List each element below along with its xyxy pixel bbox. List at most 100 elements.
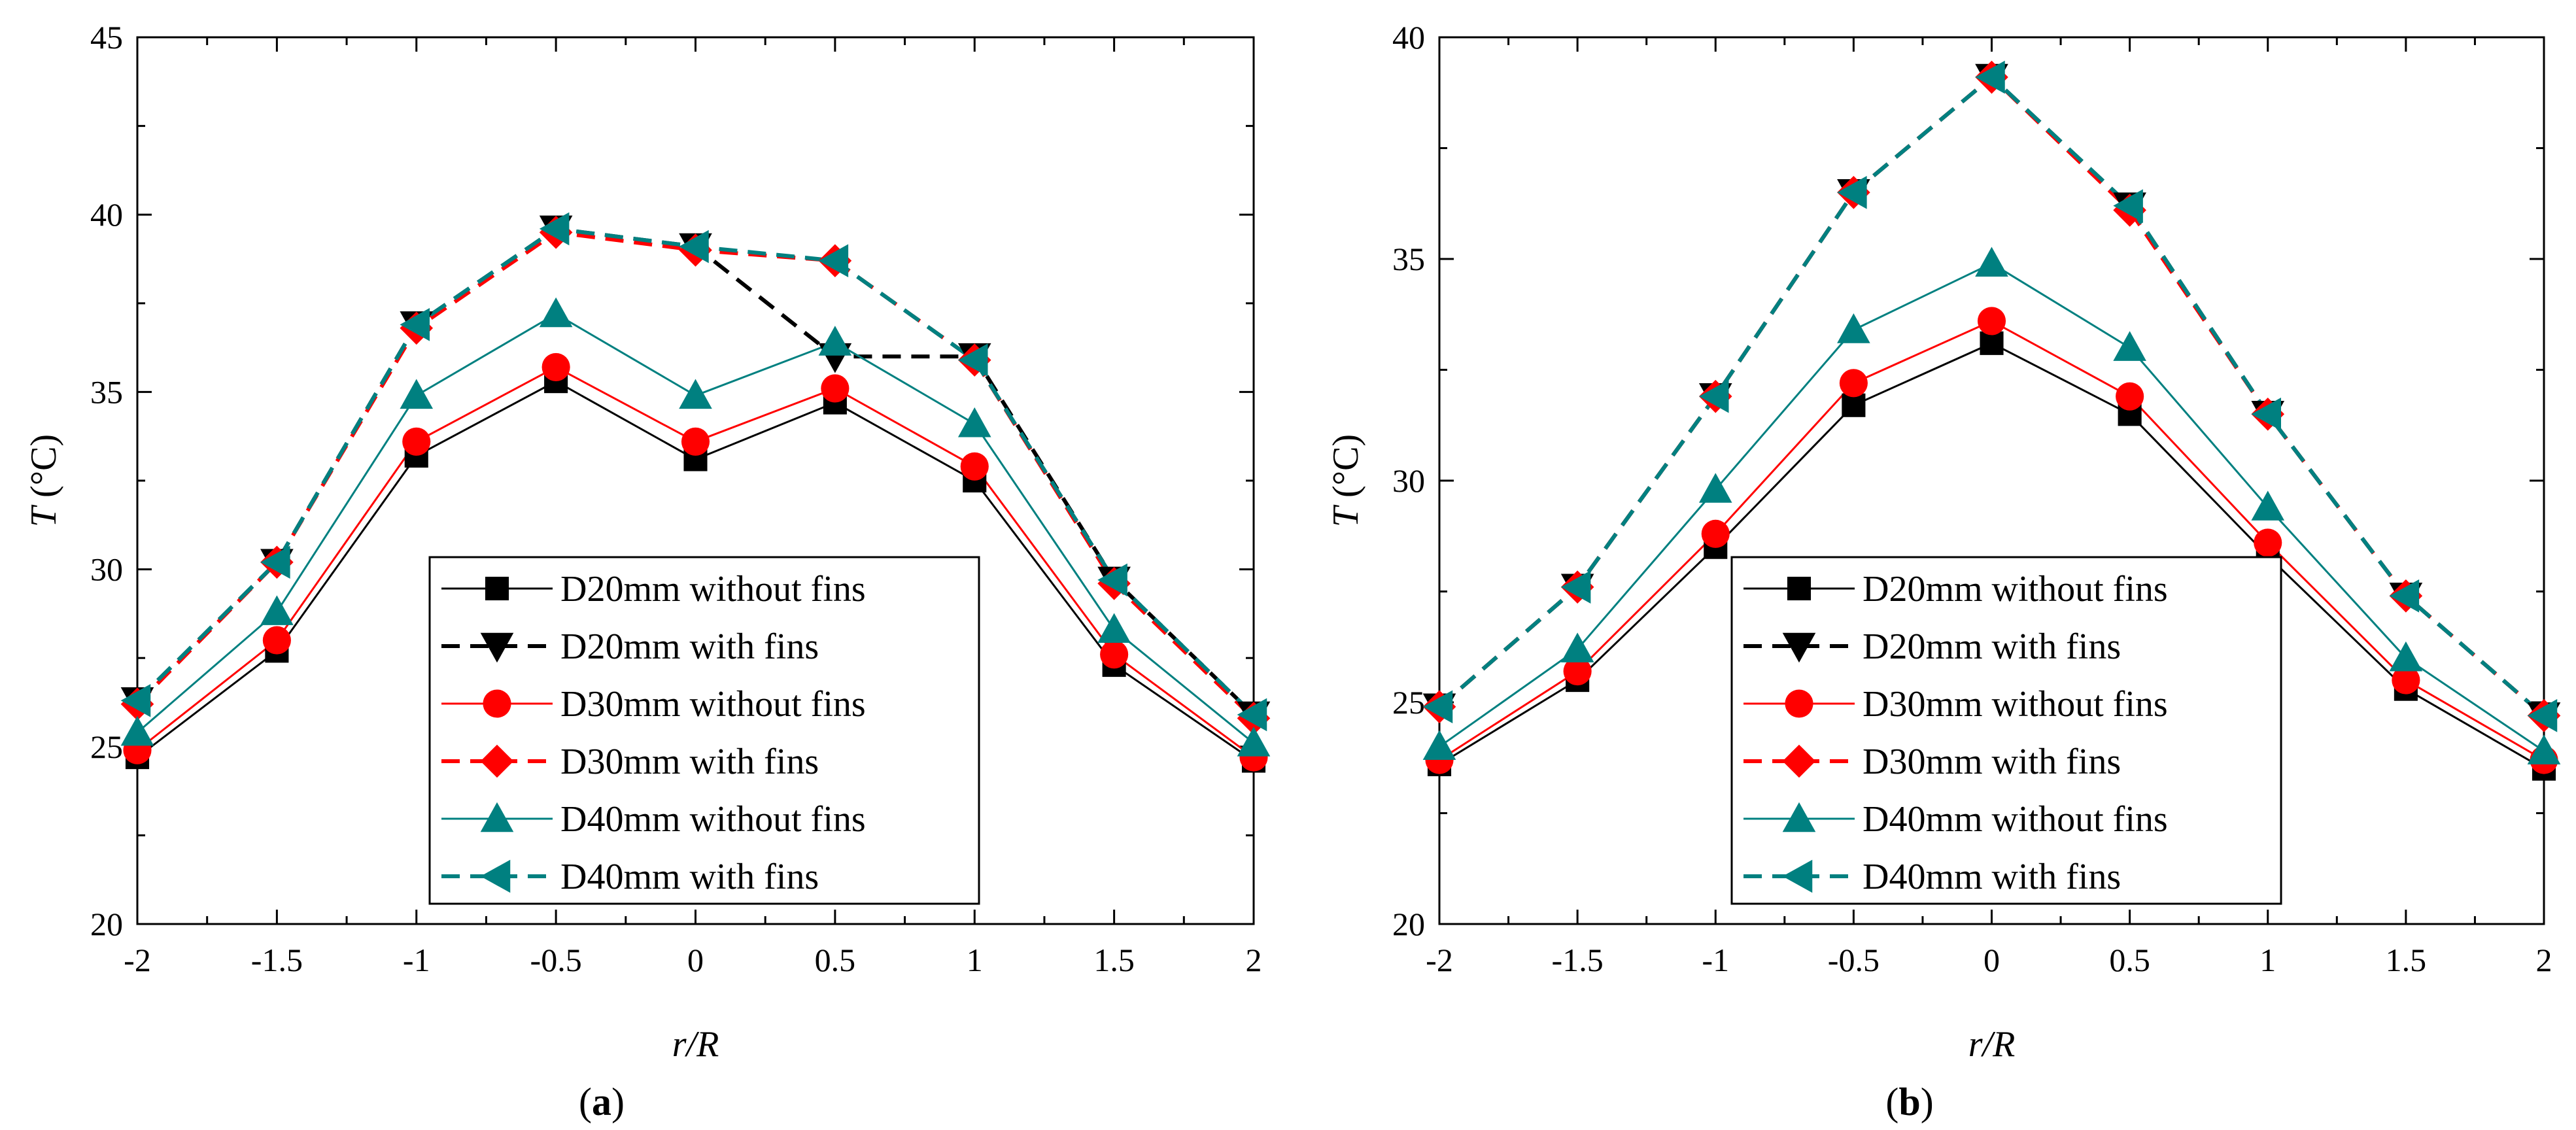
legend-label-0: D20mm without fins <box>1863 569 2168 609</box>
data-point-series-5 <box>679 230 709 264</box>
data-point-series-4 <box>957 407 991 437</box>
x-tick-label: 1.5 <box>2386 942 2427 978</box>
legend-marker-3 <box>480 744 514 778</box>
y-tick-label: 35 <box>1392 241 1425 277</box>
data-point-series-2 <box>2116 382 2144 411</box>
data-point-series-5 <box>539 212 570 246</box>
legend-label-5: D40mm with fins <box>1863 857 2121 897</box>
legend-marker-5 <box>480 859 511 893</box>
data-point-series-4 <box>260 595 294 625</box>
data-point-series-2 <box>821 374 850 403</box>
panel-label-letter: b <box>1898 1080 1920 1123</box>
x-tick-label: 1 <box>967 942 983 978</box>
x-axis-title: r/R <box>1968 1024 2016 1065</box>
x-tick-label: 1.5 <box>1093 942 1135 978</box>
chart-panel-b: -2 -1.5 -1 -0.5 0 0.5 1 1.5 2 20 25 30 35 40 r/R T (°C)… <box>1326 19 2561 1123</box>
x-tick-label: -0.5 <box>1828 942 1880 978</box>
data-point-series-5 <box>2113 189 2143 222</box>
data-point-series-5 <box>818 244 849 278</box>
y-axis-title: T (°C) <box>1326 434 1366 527</box>
y-tick-label: 30 <box>90 551 123 588</box>
data-point-series-4 <box>1698 473 1732 503</box>
y-tick-label: 35 <box>90 373 123 410</box>
data-point-series-2 <box>681 427 710 456</box>
x-tick-label: -1 <box>403 942 430 978</box>
data-point-series-5 <box>400 308 430 341</box>
data-point-series-4 <box>539 297 573 328</box>
legend-marker-3 <box>1782 744 1816 778</box>
legend-label-4: D40mm without fins <box>560 799 866 840</box>
x-tick-label: -1.5 <box>251 942 303 978</box>
panel-label: (b) <box>1885 1080 1933 1123</box>
data-point-series-2 <box>1100 640 1129 669</box>
legend-marker-0 <box>1787 576 1812 601</box>
legend-marker-1 <box>1782 632 1816 663</box>
chart-panel-a: -2 -1.5 -1 -0.5 0 0.5 1 1.5 2 20 25 30 35 40 45 r/R T (°… <box>24 19 1271 1123</box>
legend: D20mm without fins D20mm with fins D30mm w… <box>1730 556 2282 905</box>
data-point-series-0 <box>1842 393 1866 417</box>
data-point-series-2 <box>2254 528 2282 557</box>
data-point-series-5 <box>1560 570 1591 604</box>
panel-label: (a) <box>579 1080 625 1123</box>
legend-label-0: D20mm without fins <box>560 569 866 609</box>
data-point-series-4 <box>1237 727 1271 757</box>
data-point-series-2 <box>1701 519 1730 548</box>
data-point-series-4 <box>400 379 434 409</box>
x-tick-label: -2 <box>124 942 151 978</box>
x-tick-label: -1 <box>1702 942 1729 978</box>
legend-label-2: D30mm without fins <box>1863 684 2168 725</box>
data-point-series-2 <box>541 352 570 381</box>
data-point-series-5 <box>1237 698 1267 732</box>
data-point-series-2 <box>1839 369 1868 398</box>
data-point-series-0 <box>1980 331 2004 355</box>
data-point-series-5 <box>2389 579 2420 613</box>
legend-label-1: D20mm with fins <box>560 626 819 667</box>
data-point-series-4 <box>2389 641 2423 672</box>
data-point-series-2 <box>2392 666 2420 694</box>
data-point-series-5 <box>2527 699 2558 732</box>
x-tick-label: -2 <box>1426 942 1453 978</box>
data-point-series-4 <box>2251 490 2285 521</box>
y-axis-title: T (°C) <box>24 434 64 527</box>
x-axis-title: r/R <box>672 1024 719 1065</box>
y-tick-label: 30 <box>1392 462 1425 499</box>
x-tick-label: -1.5 <box>1552 942 1604 978</box>
data-point-series-5 <box>1837 176 1867 209</box>
y-tick-label: 25 <box>1392 684 1425 721</box>
y-tick-label: 20 <box>90 906 123 942</box>
data-point-series-4 <box>2113 331 2146 361</box>
panel-label-letter: a <box>592 1080 611 1123</box>
data-point-series-5 <box>120 683 151 717</box>
data-point-series-2 <box>262 626 291 655</box>
legend-marker-1 <box>480 632 514 663</box>
legend-marker-5 <box>1782 859 1813 893</box>
x-tick-label: 0.5 <box>2109 942 2150 978</box>
legend-label-3: D30mm with fins <box>1863 742 2121 782</box>
data-point-series-4 <box>818 326 852 356</box>
y-tick-label: 25 <box>90 728 123 765</box>
data-point-series-4 <box>1837 313 1870 343</box>
data-point-series-2 <box>1563 657 1592 686</box>
legend-label-1: D20mm with fins <box>1863 626 2121 667</box>
y-tick-label: 45 <box>90 19 123 56</box>
data-point-series-4 <box>1097 613 1131 643</box>
data-point-series-4 <box>2527 734 2561 764</box>
x-tick-label: -0.5 <box>530 942 582 978</box>
x-tick-label: 0 <box>1984 942 2000 978</box>
legend-marker-2 <box>1785 689 1813 718</box>
data-point-series-4 <box>120 715 154 746</box>
data-point-series-4 <box>679 379 712 409</box>
legend-label-4: D40mm without fins <box>1863 799 2168 840</box>
data-point-series-5 <box>260 545 290 579</box>
x-tick-label: 2 <box>1246 942 1262 978</box>
data-point-series-4 <box>1975 247 2008 277</box>
y-tick-label: 40 <box>1392 19 1425 56</box>
data-point-series-2 <box>402 427 431 456</box>
y-tick-label: 20 <box>1392 906 1425 942</box>
legend-label-2: D30mm without fins <box>560 684 866 725</box>
data-point-series-2 <box>960 452 989 481</box>
data-point-series-5 <box>1698 379 1729 413</box>
legend-marker-0 <box>485 576 509 601</box>
y-axis-title-unit: (°C) <box>24 434 64 507</box>
